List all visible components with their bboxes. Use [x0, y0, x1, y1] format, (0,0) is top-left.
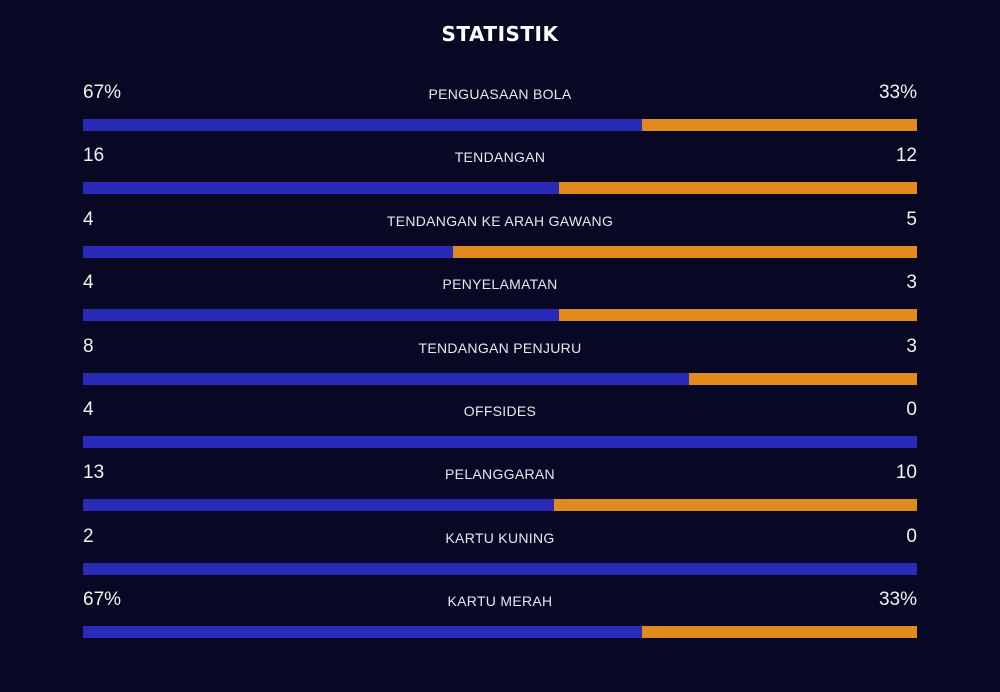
home-value: 67%	[83, 589, 122, 611]
stat-row: 4 OFFSIDES 0	[83, 395, 917, 458]
stat-row-header: 2 KARTU KUNING 0	[83, 522, 917, 556]
home-bar-segment	[83, 182, 560, 195]
stat-row-header: 4 PENYELAMATAN 3	[83, 268, 917, 302]
home-bar-segment	[83, 562, 917, 575]
home-value: 2	[83, 525, 94, 547]
away-bar-segment	[641, 119, 917, 131]
home-bar-segment	[83, 245, 454, 258]
home-value: 16	[83, 145, 105, 167]
stat-label: TENDANGAN KE ARAH GAWANG	[386, 212, 614, 229]
home-bar-segment	[83, 309, 560, 322]
away-value: 0	[906, 398, 917, 420]
stat-comparison-bar	[83, 182, 917, 195]
away-value: 33%	[878, 82, 917, 103]
stat-row: 13 PELANGGARAN 10	[83, 458, 917, 521]
stat-row: 67% KARTU MERAH 33%	[83, 585, 917, 648]
home-value: 4	[83, 272, 94, 294]
home-bar-segment	[83, 626, 642, 639]
stat-comparison-bar	[83, 372, 917, 385]
away-value: 0	[906, 525, 917, 547]
home-value: 4	[83, 398, 94, 420]
stat-row-header: 13 PELANGGARAN 10	[83, 458, 917, 492]
home-bar-segment	[83, 119, 642, 131]
stat-list: 67% PENGUASAAN BOLA 33% 16 TENDANGAN 12 4 TENDA…	[83, 78, 917, 649]
away-value: 5	[906, 208, 917, 230]
away-bar-segment	[559, 309, 917, 322]
stat-label: OFFSIDES	[463, 402, 537, 419]
away-value: 3	[906, 272, 917, 294]
home-value: 4	[83, 208, 94, 230]
stat-comparison-bar	[83, 499, 917, 512]
stat-label: PENYELAMATAN	[442, 276, 558, 293]
stat-comparison-bar	[83, 309, 917, 322]
home-bar-segment	[83, 435, 917, 448]
stat-label: KARTU MERAH	[447, 593, 553, 610]
home-bar-segment	[83, 372, 690, 385]
away-value: 33%	[878, 589, 917, 611]
stat-comparison-bar	[83, 435, 917, 448]
stat-row-header: 8 TENDANGAN PENJURU 3	[83, 332, 917, 366]
stat-row-header: 67% PENGUASAAN BOLA 33%	[83, 78, 917, 112]
home-value: 67%	[83, 82, 122, 103]
stat-comparison-bar	[83, 626, 917, 639]
stat-label: PENGUASAAN BOLA	[428, 86, 572, 102]
stat-label: KARTU KUNING	[445, 529, 555, 546]
away-bar-segment	[453, 245, 917, 258]
away-value: 10	[895, 462, 917, 484]
stat-row-header: 4 TENDANGAN KE ARAH GAWANG 5	[83, 205, 917, 239]
stat-row: 4 PENYELAMATAN 3	[83, 268, 917, 331]
statistics-title: STATISTIK	[441, 22, 559, 46]
stat-row: 67% PENGUASAAN BOLA 33%	[83, 78, 917, 141]
stat-label: TENDANGAN PENJURU	[418, 339, 582, 356]
home-bar-segment	[83, 499, 555, 512]
away-bar-segment	[689, 372, 917, 385]
stat-comparison-bar	[83, 119, 917, 131]
stat-comparison-bar	[83, 245, 917, 258]
stat-comparison-bar	[83, 562, 917, 575]
away-bar-segment	[641, 626, 917, 639]
home-value: 13	[83, 462, 105, 484]
stat-row-header: 16 TENDANGAN 12	[83, 141, 917, 175]
stat-row: 8 TENDANGAN PENJURU 3	[83, 332, 917, 395]
away-value: 3	[906, 335, 917, 357]
stat-label: PELANGGARAN	[445, 466, 555, 483]
stat-row-header: 4 OFFSIDES 0	[83, 395, 917, 429]
away-value: 12	[895, 145, 917, 167]
away-bar-segment	[554, 499, 917, 512]
stat-label: TENDANGAN	[454, 149, 546, 166]
stat-row: 4 TENDANGAN KE ARAH GAWANG 5	[83, 205, 917, 268]
stat-row: 16 TENDANGAN 12	[83, 141, 917, 204]
stat-row-header: 67% KARTU MERAH 33%	[83, 585, 917, 619]
stat-row: 2 KARTU KUNING 0	[83, 522, 917, 585]
home-value: 8	[83, 335, 94, 357]
away-bar-segment	[559, 182, 917, 195]
